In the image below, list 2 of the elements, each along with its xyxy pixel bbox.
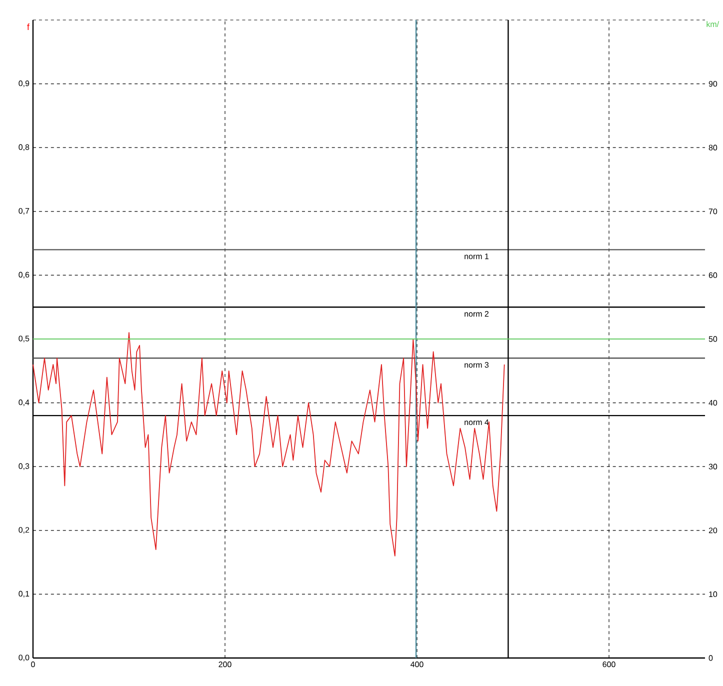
y-axis-title: f	[27, 24, 30, 30]
line-series	[32, 332, 505, 556]
